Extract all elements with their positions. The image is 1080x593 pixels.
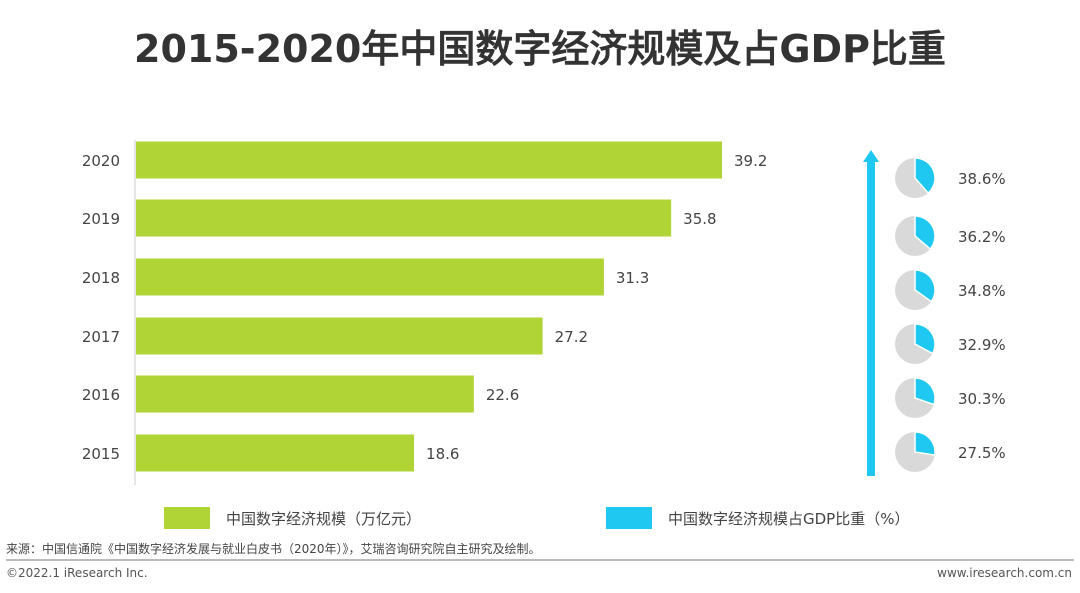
bar <box>136 141 722 179</box>
bar-value-label: 27.2 <box>555 328 588 346</box>
legend-swatch-blue <box>606 507 652 529</box>
source-note: 来源：中国信通院《中国数字经济发展与就业白皮书（2020年）》，艾瑞咨询研究院自… <box>6 542 541 556</box>
legend-swatch-green <box>164 507 210 529</box>
footer-divider <box>6 559 1074 561</box>
y-tick-label: 2017 <box>82 328 120 346</box>
bar <box>136 258 604 296</box>
pie-slice <box>914 431 936 456</box>
legend-label: 中国数字经济规模占GDP比重（%） <box>668 509 910 528</box>
trend-arrow-head <box>863 150 879 162</box>
share-value-label: 32.9% <box>958 336 1006 354</box>
legend-item-gdp-share: 中国数字经济规模占GDP比重（%） <box>606 507 909 529</box>
bar-value-label: 39.2 <box>734 152 767 170</box>
bar-value-label: 22.6 <box>486 386 519 404</box>
pie-slice <box>914 157 936 195</box>
y-tick-label: 2018 <box>82 269 120 287</box>
bar <box>136 199 672 237</box>
y-tick-label: 2016 <box>82 386 120 404</box>
legend-label: 中国数字经济规模（万亿元） <box>226 509 422 528</box>
share-value-label: 30.3% <box>958 390 1006 408</box>
y-tick-label: 2019 <box>82 210 120 228</box>
legend-item-scale: 中国数字经济规模（万亿元） <box>164 507 421 529</box>
share-value-label: 38.6% <box>958 170 1006 188</box>
bar-value-label: 35.8 <box>683 210 716 228</box>
copyright: ©2022.1 iResearch Inc. <box>6 566 148 580</box>
bar <box>136 375 474 413</box>
share-value-label: 36.2% <box>958 228 1006 246</box>
share-value-label: 34.8% <box>958 282 1006 300</box>
bar <box>136 317 543 355</box>
bar-value-label: 31.3 <box>616 269 649 287</box>
y-tick-label: 2020 <box>82 152 120 170</box>
website: www.iresearch.com.cn <box>937 566 1072 580</box>
pie-slice <box>914 215 936 250</box>
pie-slice <box>914 323 936 355</box>
bar <box>136 434 415 472</box>
pie-slice <box>914 269 936 303</box>
bar-value-label: 18.6 <box>426 445 459 463</box>
pie-slice <box>914 377 936 406</box>
share-value-label: 27.5% <box>958 444 1006 462</box>
chart-title: 2015-2020年中国数字经济规模及占GDP比重 <box>134 27 946 71</box>
y-tick-label: 2015 <box>82 445 120 463</box>
